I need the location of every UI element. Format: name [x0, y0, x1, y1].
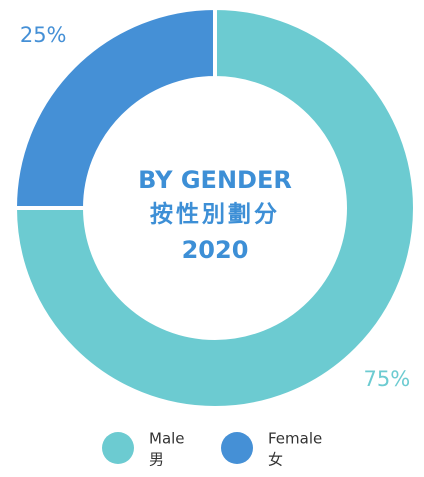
legend-label: Male — [149, 430, 185, 448]
center-year: 2020 — [182, 236, 249, 264]
value-label: 75% — [363, 367, 410, 391]
legend-swatch — [102, 432, 134, 464]
legend-label: Female — [268, 430, 322, 448]
donut-segment — [12, 5, 417, 410]
donut-segment — [12, 5, 217, 210]
legend-swatch — [221, 432, 253, 464]
value-label: 25% — [20, 23, 67, 47]
legend-label-zh: 女 — [268, 451, 283, 469]
center-title: BY GENDER — [138, 166, 292, 194]
legend-label-zh: 男 — [149, 451, 164, 469]
center-subtitle: 按性別劃分 — [150, 201, 280, 228]
